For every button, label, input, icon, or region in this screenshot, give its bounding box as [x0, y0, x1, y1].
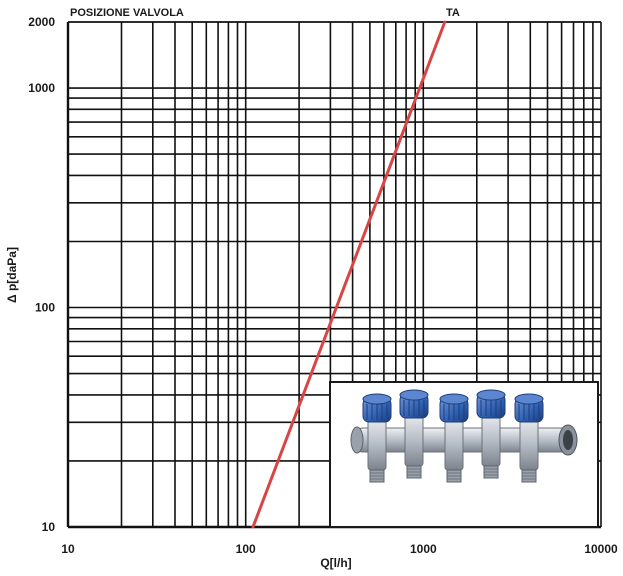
- series-layer: [251, 20, 447, 529]
- x-tick-label: 100: [236, 542, 256, 556]
- inset-photo: [329, 381, 599, 528]
- x-tick-label: 1000: [410, 542, 437, 556]
- x-axis-title: Q[l/h]: [320, 556, 351, 570]
- tick-labels: 10 100 1000 10000 10 100 1000 2000: [28, 15, 618, 556]
- valve-icon: [439, 393, 469, 483]
- valve-icon: [476, 389, 506, 479]
- manifold-photo-icon: [350, 389, 578, 483]
- chart-title: POSIZIONE VALVOLA: [70, 7, 184, 19]
- y-tick-label: 1000: [28, 81, 55, 95]
- y-tick-label: 2000: [28, 15, 55, 29]
- x-tick-label: 10: [61, 542, 75, 556]
- valve-icon: [399, 389, 429, 479]
- y-axis-title: Δ p[daPa]: [5, 247, 19, 303]
- series-line-ta: [251, 20, 447, 529]
- y-tick-label: 100: [35, 301, 55, 315]
- y-tick-label: 10: [42, 520, 56, 534]
- series-label-ta: TA: [446, 7, 460, 19]
- valve-icon: [362, 393, 392, 483]
- valve-icon: [514, 393, 544, 483]
- x-tick-label: 10000: [584, 542, 618, 556]
